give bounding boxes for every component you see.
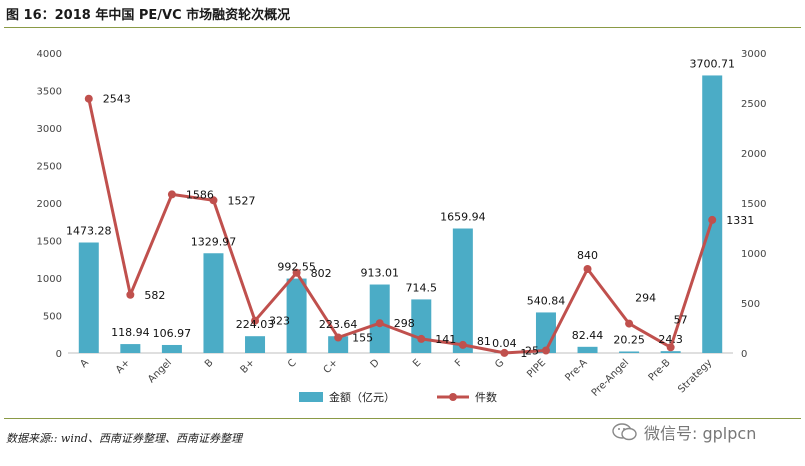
line-value-label: 298 bbox=[394, 317, 415, 330]
line-value-label: 1331 bbox=[726, 214, 754, 227]
line-value-label: 1 bbox=[520, 347, 527, 360]
bar bbox=[577, 346, 598, 353]
bar bbox=[245, 336, 266, 353]
combo-chart: 0 500 1000 1500 2000 2500 3000 3500 4000 0 500 1000… bbox=[36, 49, 767, 404]
bar bbox=[619, 351, 640, 353]
bar bbox=[286, 278, 307, 353]
y-right-tick-label: 2500 bbox=[741, 99, 766, 110]
count-point bbox=[334, 333, 343, 342]
line-value-label: 1527 bbox=[227, 194, 255, 207]
y-right-tick-label: 500 bbox=[741, 299, 760, 310]
bar-value-label: 0.04 bbox=[492, 337, 517, 350]
bar-value-label: 118.94 bbox=[111, 326, 150, 339]
y-right-tick-label: 3000 bbox=[741, 49, 766, 60]
line-value-label: 802 bbox=[311, 267, 332, 280]
line-value-label: 1586 bbox=[186, 188, 214, 201]
count-point bbox=[292, 268, 301, 277]
bar-value-label: 223.64 bbox=[319, 318, 358, 331]
y-left-tick-label: 1500 bbox=[37, 237, 62, 248]
count-point bbox=[458, 340, 467, 349]
bar bbox=[452, 228, 473, 353]
y-right-tick-label: 0 bbox=[741, 349, 747, 360]
bar bbox=[328, 336, 349, 353]
y-left-tick-label: 4000 bbox=[37, 49, 62, 60]
count-point bbox=[417, 334, 426, 343]
bar-value-label: 992.55 bbox=[277, 261, 316, 274]
bar-value-label: 1329.97 bbox=[191, 235, 237, 248]
count-point bbox=[375, 319, 384, 328]
count-point bbox=[708, 215, 717, 224]
line-value-label: 141 bbox=[435, 333, 456, 346]
bar-value-label: 714.5 bbox=[406, 281, 438, 294]
bar bbox=[203, 253, 224, 353]
count-point bbox=[209, 196, 218, 205]
y-left-tick-label: 2000 bbox=[37, 199, 62, 210]
line-value-label: 294 bbox=[635, 292, 656, 305]
bar bbox=[369, 284, 390, 353]
legend-bar-label: 金额（亿元） bbox=[329, 390, 395, 404]
count-point bbox=[84, 94, 93, 103]
bar-value-label: 106.97 bbox=[153, 327, 192, 340]
line-value-label: 57 bbox=[674, 313, 688, 326]
line-value-label: 323 bbox=[269, 315, 290, 328]
count-point bbox=[541, 346, 550, 355]
count-point bbox=[583, 265, 592, 273]
bar-value-label: 24.3 bbox=[658, 333, 683, 346]
y-left-tick-label: 3000 bbox=[37, 124, 62, 135]
legend-line-label: 件数 bbox=[475, 391, 497, 404]
bar-value-label: 82.44 bbox=[572, 329, 604, 342]
line-value-label: 582 bbox=[144, 289, 165, 302]
bar-value-label: 913.01 bbox=[360, 267, 399, 280]
y-left-tick-label: 3500 bbox=[37, 87, 62, 98]
bar-value-label: 224.03 bbox=[236, 318, 275, 331]
title-rule bbox=[4, 27, 801, 28]
bar-value-label: 20.25 bbox=[613, 333, 645, 346]
count-line bbox=[87, 98, 714, 355]
bar-value-label: 540.84 bbox=[527, 294, 566, 307]
bar bbox=[161, 344, 182, 353]
y-left-tick-label: 500 bbox=[43, 312, 62, 323]
legend-line-marker bbox=[449, 393, 457, 401]
chart-title: 图 16：2018 年中国 PE/VC 市场融资轮次概况 bbox=[6, 8, 291, 23]
y-left-tick-label: 1000 bbox=[37, 274, 62, 285]
legend-bar-swatch bbox=[299, 392, 323, 402]
y-right-tick-label: 1000 bbox=[741, 249, 766, 260]
count-point bbox=[666, 343, 675, 352]
line-value-label: 25 bbox=[525, 345, 539, 358]
bar bbox=[660, 351, 681, 353]
count-point bbox=[500, 348, 509, 357]
bar bbox=[78, 242, 99, 353]
source-note: 数据来源:: wind、西南证券整理、西南证券整理 bbox=[6, 432, 242, 445]
line-value-label: 155 bbox=[352, 332, 373, 345]
bar-value-label: 3700.71 bbox=[689, 57, 735, 70]
source-rule bbox=[4, 418, 801, 419]
y-left-tick-label: 0 bbox=[56, 349, 62, 360]
watermark: 微信号: gplpcn bbox=[612, 420, 756, 444]
line-value-label: 840 bbox=[577, 249, 598, 262]
y-right-tick-label: 1500 bbox=[741, 199, 766, 210]
count-point bbox=[167, 190, 176, 199]
bar-value-label: 1659.94 bbox=[440, 211, 486, 224]
watermark-text: 微信号: gplpcn bbox=[644, 424, 757, 443]
bar bbox=[702, 75, 723, 353]
bar-value-label: 1473.28 bbox=[66, 225, 112, 238]
bar bbox=[120, 344, 141, 353]
count-point bbox=[126, 290, 135, 299]
wechat-icon bbox=[612, 423, 637, 441]
y-right-tick-label: 2000 bbox=[741, 149, 766, 160]
line-value-label: 2543 bbox=[103, 93, 131, 106]
line-value-label: 81 bbox=[477, 335, 491, 348]
y-left-tick-label: 2500 bbox=[37, 162, 62, 173]
count-point bbox=[251, 316, 260, 325]
count-point bbox=[625, 319, 634, 328]
